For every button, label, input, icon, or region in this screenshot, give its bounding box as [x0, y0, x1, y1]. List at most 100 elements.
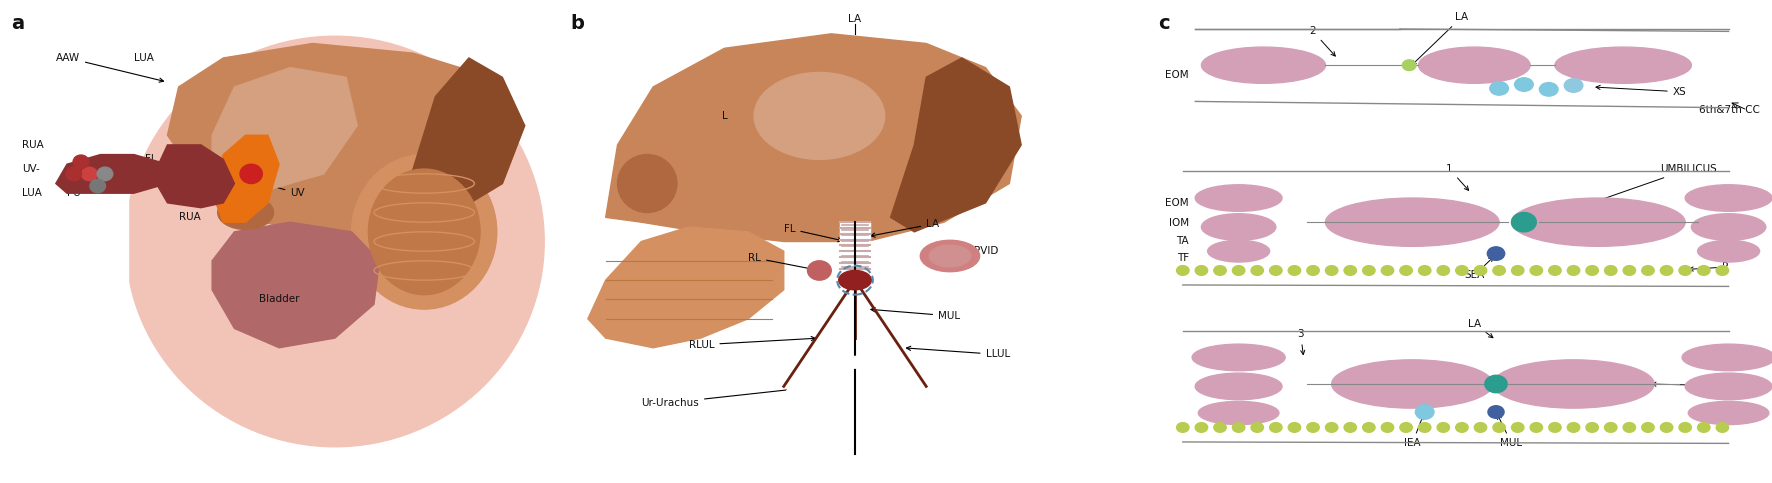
Circle shape [1288, 266, 1301, 275]
Bar [0, 0, 128, 483]
Ellipse shape [1515, 78, 1533, 91]
Circle shape [1232, 423, 1244, 432]
Circle shape [1566, 266, 1581, 275]
Circle shape [1232, 266, 1244, 275]
Circle shape [1586, 423, 1598, 432]
Circle shape [1678, 423, 1690, 432]
Polygon shape [588, 227, 783, 348]
Ellipse shape [1487, 247, 1504, 260]
Ellipse shape [1416, 405, 1434, 419]
Circle shape [1400, 266, 1412, 275]
Text: MUL: MUL [870, 308, 960, 321]
Ellipse shape [838, 270, 872, 290]
Polygon shape [783, 367, 927, 430]
Circle shape [97, 167, 113, 181]
Circle shape [1492, 266, 1506, 275]
Text: L: L [721, 111, 727, 121]
Ellipse shape [1565, 79, 1582, 92]
Text: c: c [1159, 14, 1170, 33]
Circle shape [1343, 423, 1356, 432]
Ellipse shape [833, 435, 847, 444]
Circle shape [1418, 423, 1432, 432]
Ellipse shape [1325, 198, 1499, 246]
Circle shape [1586, 266, 1598, 275]
Text: LUA: LUA [23, 188, 43, 198]
Text: SEA: SEA [1464, 257, 1494, 280]
Circle shape [1529, 423, 1542, 432]
Circle shape [1437, 266, 1449, 275]
Polygon shape [606, 34, 1021, 242]
Ellipse shape [870, 356, 888, 368]
Circle shape [1363, 423, 1375, 432]
Text: TA: TA [1177, 237, 1189, 246]
Text: Bladder: Bladder [259, 295, 299, 304]
Text: 1: 1 [1446, 164, 1469, 190]
Circle shape [1529, 266, 1542, 275]
Circle shape [90, 179, 106, 193]
Polygon shape [213, 68, 358, 193]
Text: RL: RL [748, 253, 815, 271]
Polygon shape [55, 155, 167, 193]
Circle shape [1325, 423, 1338, 432]
Circle shape [1380, 423, 1393, 432]
Circle shape [1306, 423, 1318, 432]
Ellipse shape [808, 261, 831, 280]
Circle shape [1474, 423, 1487, 432]
Circle shape [1512, 266, 1524, 275]
Circle shape [1380, 266, 1393, 275]
Text: LA: LA [870, 219, 939, 237]
Polygon shape [379, 58, 525, 232]
Circle shape [1698, 423, 1710, 432]
Text: LLUL: LLUL [907, 346, 1010, 359]
Text: B: B [851, 382, 859, 391]
Ellipse shape [351, 155, 496, 309]
Ellipse shape [1512, 213, 1536, 232]
Circle shape [1492, 423, 1506, 432]
Text: PVID: PVID [179, 193, 204, 203]
Ellipse shape [1402, 60, 1416, 71]
Circle shape [1623, 266, 1636, 275]
Circle shape [1549, 266, 1561, 275]
Text: 6th&7th CC: 6th&7th CC [1699, 105, 1760, 115]
Ellipse shape [1201, 213, 1276, 240]
Ellipse shape [1201, 47, 1325, 83]
Text: 2: 2 [1310, 27, 1336, 56]
Ellipse shape [755, 72, 884, 159]
Ellipse shape [845, 356, 865, 368]
Ellipse shape [1698, 240, 1760, 262]
Ellipse shape [920, 241, 980, 271]
Circle shape [1715, 266, 1729, 275]
Text: RLUL: RLUL [689, 337, 815, 350]
Polygon shape [167, 43, 525, 232]
Circle shape [1214, 423, 1226, 432]
Polygon shape [156, 145, 234, 208]
Ellipse shape [617, 155, 677, 213]
Circle shape [1251, 423, 1263, 432]
Text: UMBILICUS: UMBILICUS [1540, 164, 1717, 222]
Circle shape [1306, 266, 1318, 275]
Ellipse shape [1490, 82, 1508, 95]
Circle shape [1660, 423, 1673, 432]
Text: b: b [571, 14, 585, 33]
Text: PU: PU [67, 188, 82, 198]
Ellipse shape [1418, 47, 1529, 83]
Circle shape [1605, 266, 1616, 275]
Text: EOM: EOM [1166, 198, 1189, 208]
Circle shape [1194, 266, 1207, 275]
Text: RUA: RUA [23, 140, 44, 150]
Ellipse shape [1492, 360, 1655, 408]
Circle shape [1177, 266, 1189, 275]
Circle shape [1566, 423, 1581, 432]
Text: FL: FL [145, 155, 207, 170]
Text: LA: LA [1412, 12, 1469, 65]
Circle shape [1400, 423, 1412, 432]
Polygon shape [891, 58, 1021, 232]
Polygon shape [213, 135, 278, 222]
Circle shape [1214, 266, 1226, 275]
Circle shape [1698, 266, 1710, 275]
Circle shape [1325, 266, 1338, 275]
Ellipse shape [863, 435, 877, 444]
Ellipse shape [1193, 344, 1285, 371]
Text: IEA: IEA [1403, 415, 1423, 448]
Ellipse shape [1556, 47, 1690, 83]
